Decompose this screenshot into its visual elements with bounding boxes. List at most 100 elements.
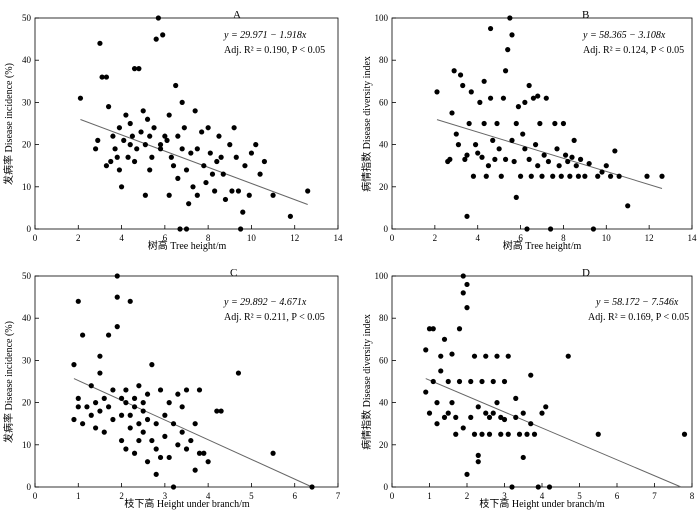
data-point <box>240 209 246 215</box>
data-point <box>558 173 564 179</box>
x-tick-label: 8 <box>561 233 566 243</box>
data-point <box>166 454 172 461</box>
x-tick-label: 4 <box>119 233 124 243</box>
data-point <box>71 362 77 368</box>
data-point <box>214 158 220 165</box>
data-point <box>147 133 153 139</box>
data-point <box>97 370 103 376</box>
data-point <box>112 146 118 152</box>
data-point <box>547 226 554 232</box>
data-point <box>531 431 538 437</box>
y-axis-label: 发病率 Disease incidence (%) <box>2 321 15 443</box>
data-point <box>455 142 462 148</box>
data-point <box>166 192 172 198</box>
data-point <box>509 484 515 490</box>
data-point <box>507 15 513 21</box>
data-point <box>131 158 138 165</box>
x-tick-label: 2 <box>433 233 438 243</box>
y-tick-label: 20 <box>379 182 389 192</box>
data-point <box>438 368 444 374</box>
x-tick-label: 8 <box>206 233 211 243</box>
data-point <box>526 156 532 162</box>
data-point <box>235 370 242 376</box>
data-point <box>681 431 688 437</box>
panel-c: 0 1 2 3 4 5 6 7 0 10 20 30 40 50 C y = 29.892 − 4.671… <box>2 267 341 510</box>
data-point <box>129 133 135 139</box>
data-point <box>157 142 164 148</box>
data-point <box>530 95 537 101</box>
data-point <box>520 131 526 137</box>
data-point <box>160 32 166 38</box>
regression-line <box>436 119 663 189</box>
data-point <box>136 66 142 72</box>
x-tick-label: 3 <box>163 491 168 501</box>
data-point <box>170 163 177 169</box>
regression-equation: y = 29.971 − 1.918x <box>223 30 307 41</box>
data-point <box>471 353 478 359</box>
y-axis-label: 病情指数 Disease diversity index <box>360 314 373 450</box>
data-point <box>188 150 194 156</box>
data-point <box>220 171 226 177</box>
data-point <box>447 156 453 162</box>
data-point <box>543 404 549 410</box>
data-point <box>485 163 492 169</box>
data-point <box>554 146 560 152</box>
data-point <box>199 129 205 135</box>
regression-stats: Adj. R² = 0.169, P < 0.05 <box>588 312 689 323</box>
data-point <box>460 290 466 296</box>
data-point <box>186 201 192 207</box>
x-tick-label: 1 <box>427 491 432 501</box>
x-tick-label: 8 <box>690 491 695 501</box>
data-point <box>513 414 519 420</box>
data-point <box>453 414 459 420</box>
data-point <box>309 484 315 490</box>
axis-ticks: 0 2 4 6 8 10 12 14 0 20 40 60 80 100 <box>375 13 698 243</box>
data-point <box>487 95 494 101</box>
x-tick-label: 1 <box>76 491 81 501</box>
data-point <box>125 154 131 160</box>
data-point <box>445 410 451 416</box>
y-tick-label: 40 <box>22 55 32 65</box>
data-point <box>552 120 558 127</box>
y-tick-label: 20 <box>379 440 389 450</box>
data-point <box>140 108 146 114</box>
data-point <box>97 40 103 46</box>
x-tick-label: 12 <box>290 233 299 243</box>
data-point <box>539 410 545 416</box>
data-point <box>541 152 547 158</box>
data-point <box>105 332 112 338</box>
data-point <box>575 173 582 179</box>
data-point <box>153 471 159 477</box>
data-point <box>625 203 631 209</box>
data-point <box>153 36 159 42</box>
data-point <box>449 400 455 406</box>
data-point <box>170 421 177 427</box>
data-point <box>270 192 276 198</box>
data-point <box>164 137 170 143</box>
y-tick-label: 0 <box>27 482 32 492</box>
data-point <box>194 192 200 198</box>
data-point <box>147 167 153 173</box>
data-point <box>595 173 601 179</box>
data-point <box>103 74 110 80</box>
data-point <box>257 171 263 177</box>
data-point <box>434 89 440 95</box>
data-point <box>456 378 463 385</box>
x-tick-label: 14 <box>688 233 698 243</box>
data-point <box>305 188 311 194</box>
data-point <box>509 32 515 38</box>
data-point <box>451 68 457 74</box>
regression-equation: y = 29.892 − 4.671x <box>223 297 307 308</box>
data-point <box>423 389 429 395</box>
x-tick-label: 12 <box>645 233 654 243</box>
panel-letter: D <box>582 267 590 279</box>
data-point <box>194 146 200 152</box>
data-point <box>464 305 470 311</box>
data-point <box>505 353 511 359</box>
data-point <box>486 414 493 420</box>
data-point <box>95 137 101 143</box>
data-point <box>494 400 500 406</box>
data-point <box>434 400 440 406</box>
regression-stats: Adj. R² = 0.124, P < 0.05 <box>583 45 684 56</box>
